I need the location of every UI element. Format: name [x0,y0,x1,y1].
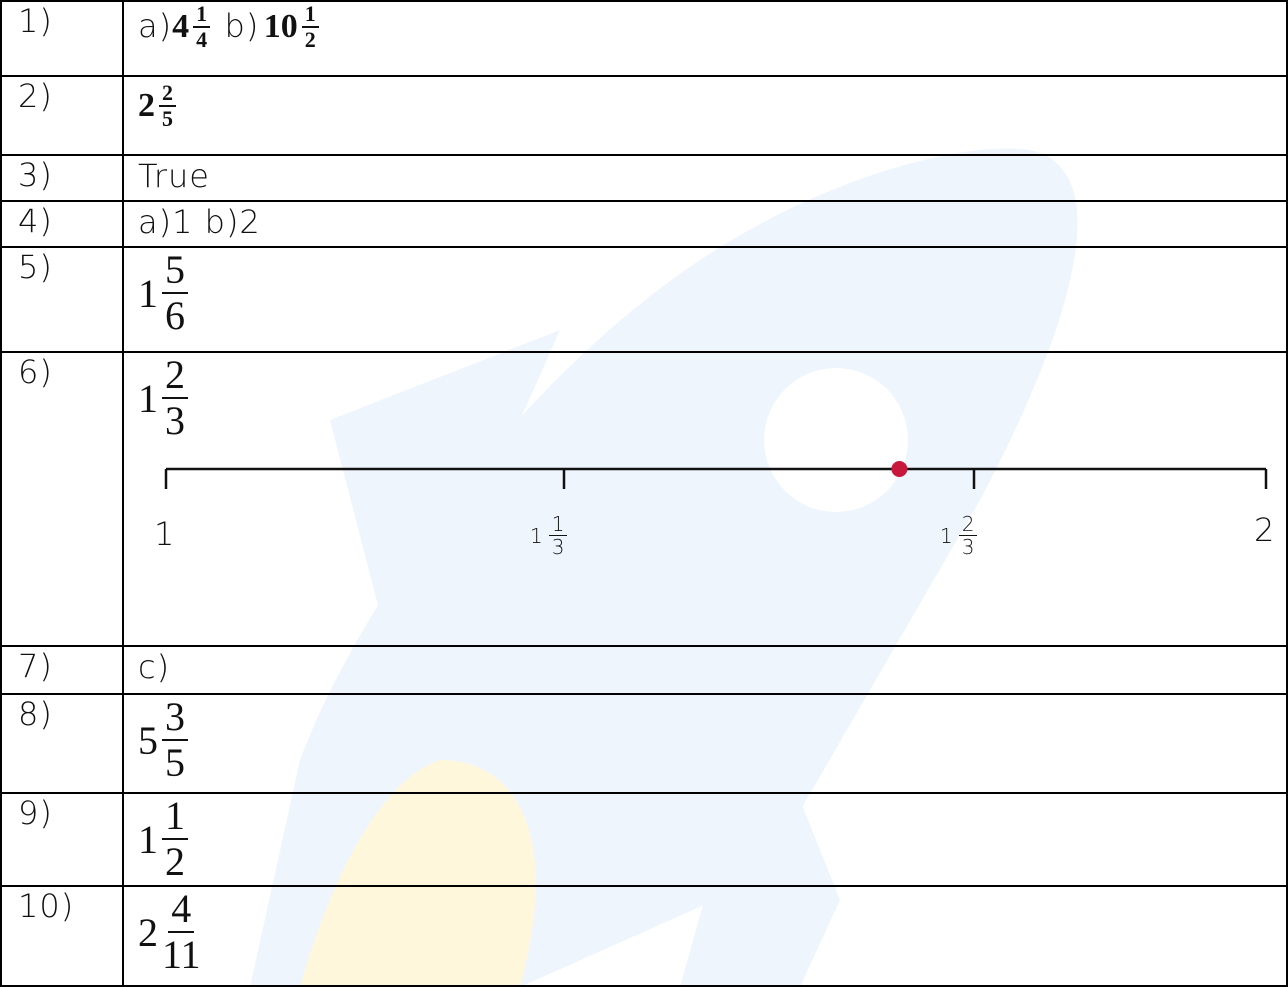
answer-cell: 2 4 11 [122,885,1288,987]
question-number: 5) [0,246,124,353]
question-number: 2) [0,75,124,156]
table-row: 4) a)1 b)2 [0,200,1288,248]
mixed-number: 10 1 2 [264,3,319,52]
answer-text: True [122,154,1288,202]
question-number: 1) [0,0,124,77]
answer-cell: a) 4 1 4 b) 10 1 2 [122,0,1288,77]
question-number: 4) [0,200,124,248]
table-row: 10) 2 4 11 [0,885,1288,987]
number-line-svg [164,461,1268,489]
table-row: 1) a) 4 1 4 b) 10 1 2 [0,0,1288,77]
question-number: 9) [0,792,124,887]
number-line-end-label: 2 [1254,511,1275,549]
table-row: 7) c) [0,645,1288,695]
question-number: 3) [0,154,124,202]
table-row: 3) True [0,154,1288,202]
answer-text: c) [122,645,1288,695]
part-a-label: a) [138,7,173,45]
question-number: 10) [0,885,124,987]
question-number: 7) [0,645,124,695]
number-line-start-label: 1 [154,515,175,553]
answer-text: a)1 b)2 [122,200,1288,248]
mixed-number: 2 4 11 [138,886,201,977]
part-b-label: b) [224,7,260,45]
question-number: 6) [0,351,124,647]
question-number: 8) [0,693,124,794]
number-line-point [891,461,908,477]
